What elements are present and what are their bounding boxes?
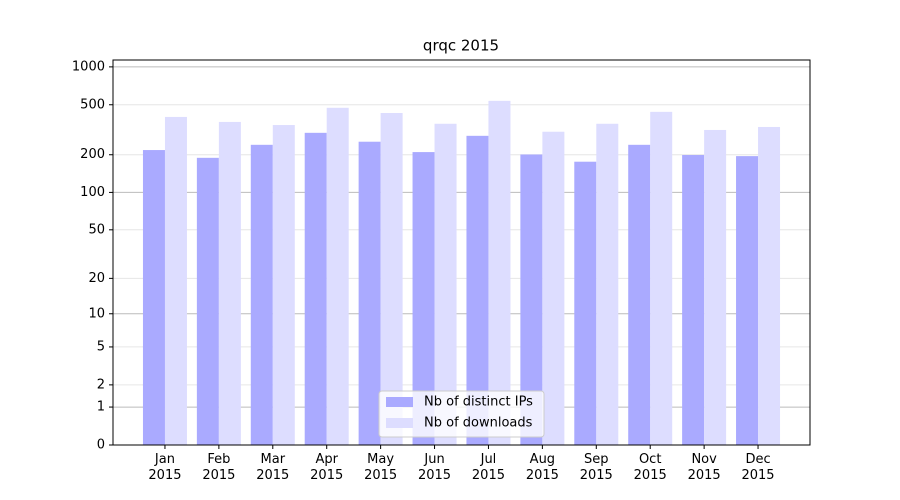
bar [358, 141, 381, 445]
y-tick-label: 1000 [72, 59, 105, 74]
bar [736, 156, 759, 446]
x-tick-label: May 2015 [364, 452, 398, 483]
bar [542, 131, 565, 446]
x-tick-label: Jan 2015 [148, 452, 182, 483]
x-tick-label: Aug 2015 [525, 452, 559, 483]
bar [142, 150, 165, 445]
bar [326, 107, 349, 445]
bar [488, 100, 511, 445]
bar [304, 132, 327, 445]
bar [164, 116, 187, 445]
bar [272, 125, 295, 446]
bar [574, 161, 597, 445]
bar [412, 152, 435, 445]
x-tick-label: Sep 2015 [579, 452, 613, 483]
bar [466, 135, 489, 445]
axes-frame [112, 59, 811, 446]
bar [704, 129, 727, 445]
x-tick-label: Mar 2015 [256, 452, 290, 483]
y-tick-label: 500 [80, 97, 105, 112]
y-tick-label: 100 [80, 185, 105, 200]
legend-box [378, 390, 545, 438]
bar [434, 123, 457, 445]
x-tick-label: Jul 2015 [471, 452, 505, 483]
x-tick-label: Nov 2015 [687, 452, 721, 483]
bar [250, 144, 273, 446]
legend-label: Nb of downloads [424, 416, 533, 431]
x-tick-label: Feb 2015 [202, 452, 236, 483]
y-tick-label: 5 [97, 339, 105, 354]
bar [218, 121, 241, 446]
y-tick-label: 20 [88, 271, 105, 286]
legend-swatch [386, 397, 413, 407]
bar [596, 123, 619, 445]
y-tick-label: 50 [88, 222, 105, 237]
chart-title: qrqc 2015 [423, 37, 499, 55]
legend-label: Nb of distinct IPs [424, 395, 533, 410]
y-tick-label: 10 [88, 306, 105, 321]
legend: Nb of distinct IPs Nb of downloads [378, 390, 545, 438]
bar [682, 155, 705, 446]
x-tick-label: Oct 2015 [633, 452, 667, 483]
y-tick-label: 200 [80, 147, 105, 162]
bar [758, 126, 781, 446]
y-tick-label: 2 [97, 377, 105, 392]
bar [628, 144, 651, 446]
bar [520, 154, 543, 445]
bar [650, 111, 673, 445]
y-tick-label: 1 [97, 400, 105, 415]
y-tick-label: 0 [97, 438, 105, 453]
bar [380, 112, 403, 445]
x-tick-label: Apr 2015 [310, 452, 344, 483]
x-tick-label: Jun 2015 [417, 452, 452, 483]
x-tick-label: Dec 2015 [741, 452, 775, 483]
legend-swatch [386, 418, 413, 428]
bar [196, 157, 219, 445]
